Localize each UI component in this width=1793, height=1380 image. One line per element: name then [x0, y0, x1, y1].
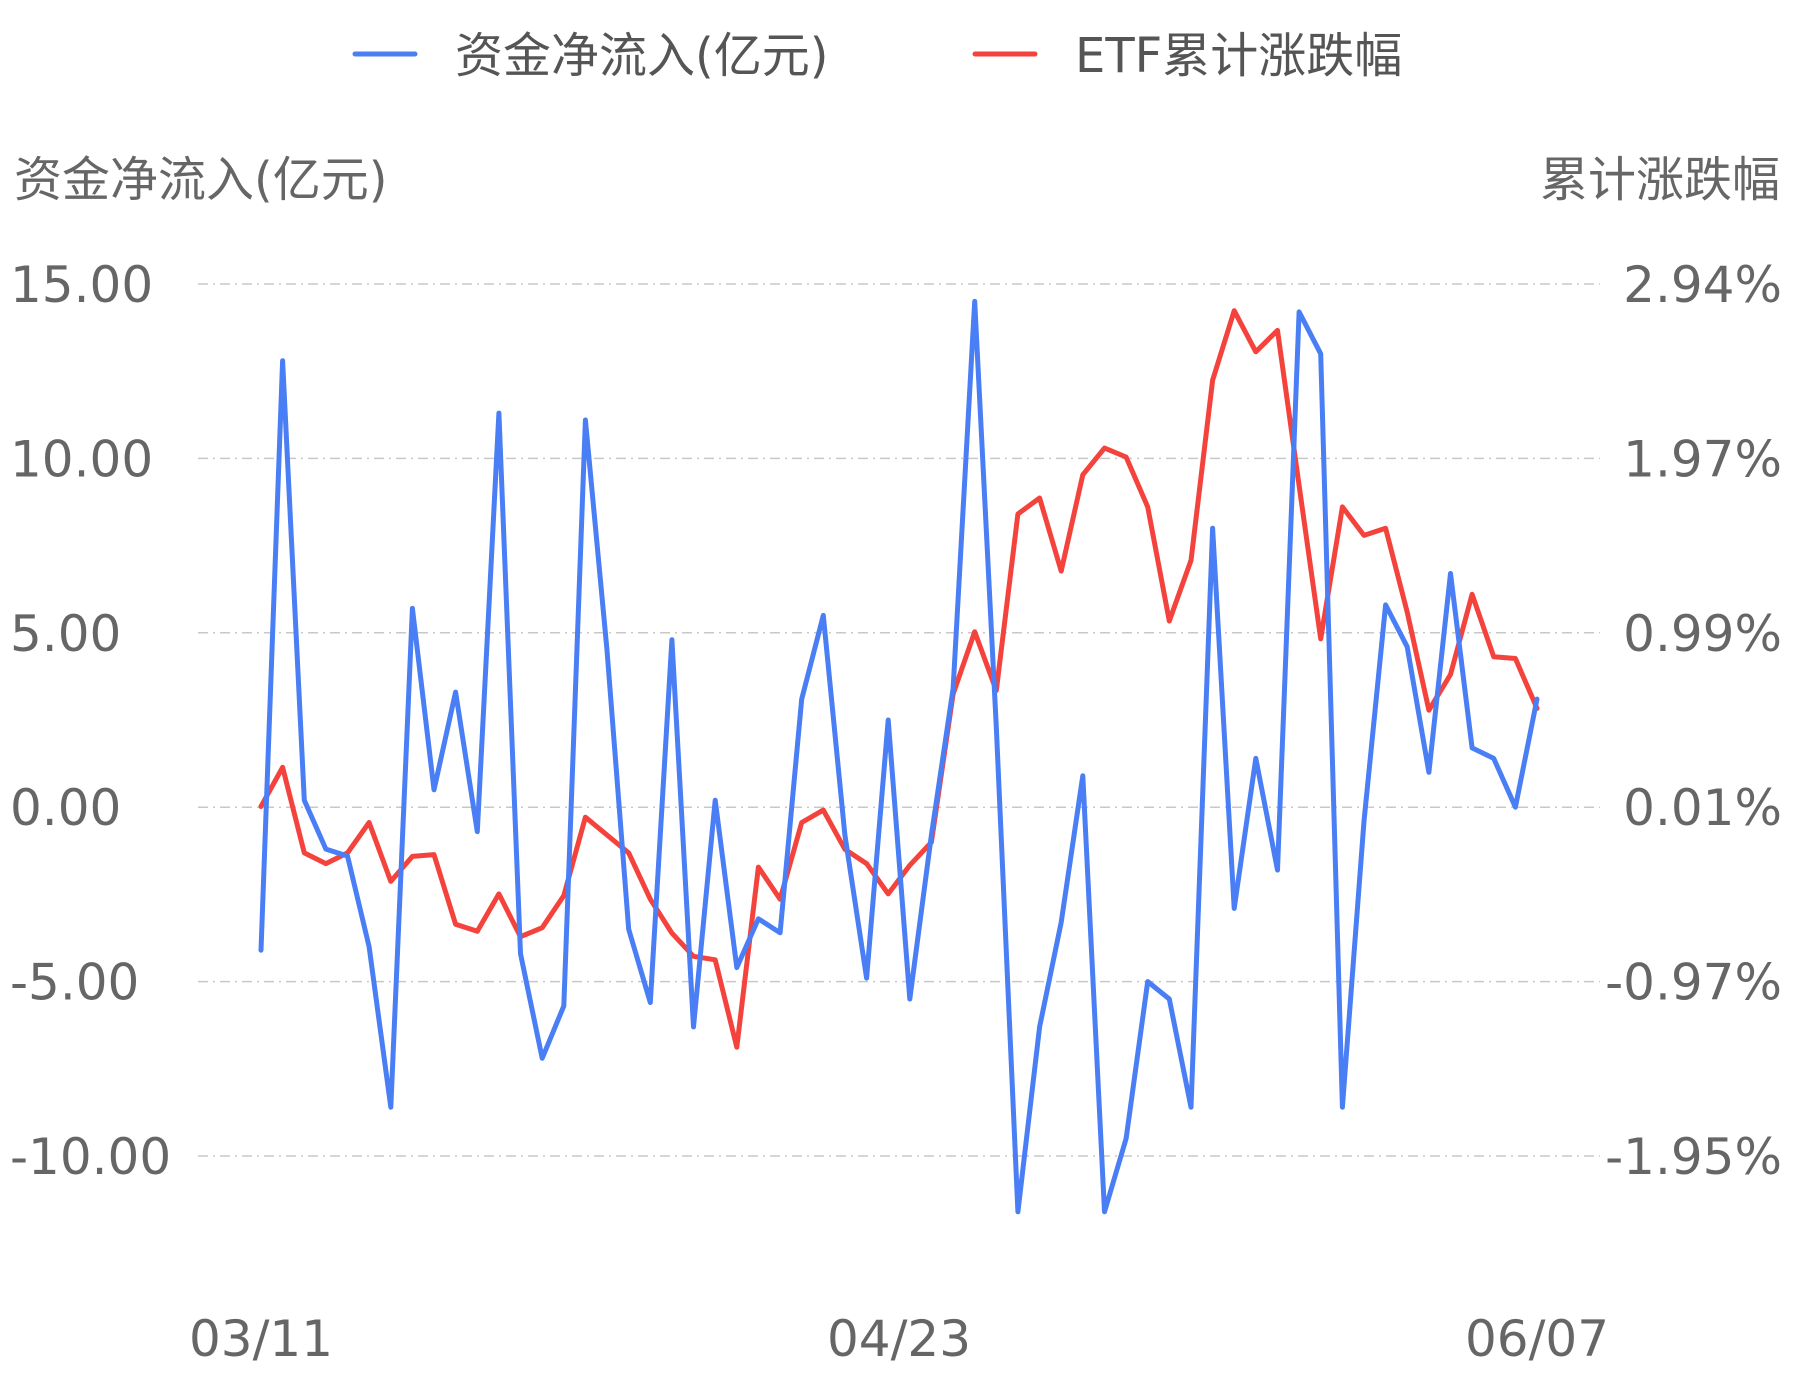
- left-tick-label: 10.00: [10, 430, 153, 488]
- left-tick-label: 5.00: [10, 605, 121, 663]
- left-tick-label: -10.00: [10, 1128, 171, 1186]
- left-axis-ticks: 15.00 10.00 5.00 0.00 -5.00 -10.00: [10, 256, 171, 1186]
- series-layer: [258, 298, 1540, 1215]
- left-tick-label: 0.00: [10, 779, 121, 837]
- right-axis-ticks: 2.94% 1.97% 0.99% 0.01% -0.97% -1.95%: [1605, 256, 1782, 1186]
- right-tick-label: 0.99%: [1623, 605, 1782, 663]
- x-tick-label: 04/23: [827, 1310, 971, 1368]
- x-tick-label: 06/07: [1465, 1310, 1609, 1368]
- legend-label-net-inflow: 资金净流入(亿元): [455, 28, 828, 84]
- legend: 资金净流入(亿元) ETF累计涨跌幅: [352, 28, 1402, 84]
- left-axis-title: 资金净流入(亿元): [14, 152, 387, 208]
- left-tick-label: 15.00: [10, 256, 153, 314]
- x-axis-ticks: 03/11 04/23 06/07: [189, 1310, 1609, 1368]
- right-tick-label: -0.97%: [1605, 954, 1782, 1012]
- right-tick-label: 2.94%: [1623, 256, 1782, 314]
- right-tick-label: 1.97%: [1623, 430, 1782, 488]
- series-line-net-inflow: [258, 298, 1540, 1215]
- legend-label-etf-return: ETF累计涨跌幅: [1075, 28, 1402, 84]
- right-tick-label: 0.01%: [1623, 779, 1782, 837]
- right-tick-label: -1.95%: [1605, 1128, 1782, 1186]
- right-axis-title: 累计涨跌幅: [1540, 152, 1780, 208]
- x-tick-label: 03/11: [189, 1310, 333, 1368]
- left-tick-label: -5.00: [10, 954, 139, 1012]
- series-line-etf-return: [258, 308, 1540, 1050]
